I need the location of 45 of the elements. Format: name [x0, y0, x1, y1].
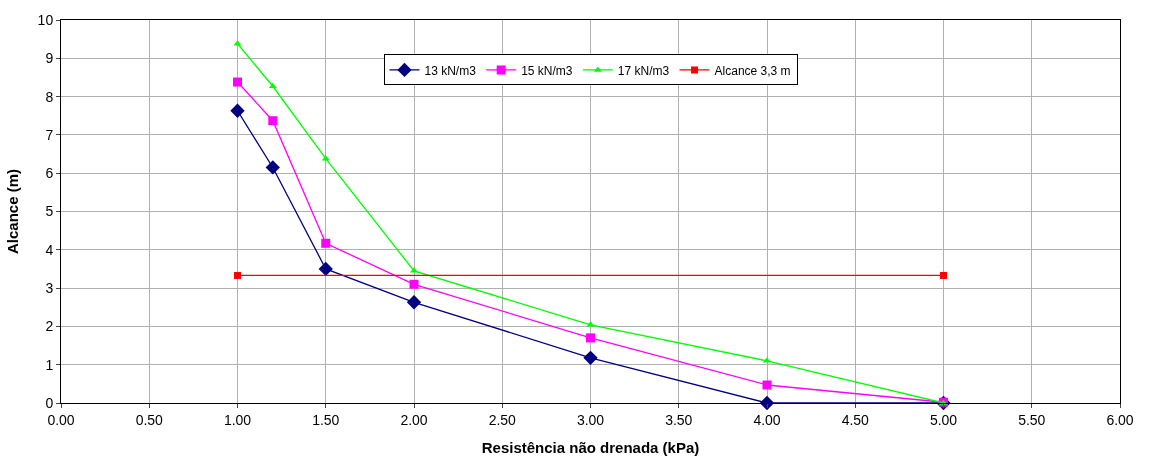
y-tick-label: 3	[45, 280, 54, 296]
x-tick-label: 2.00	[400, 411, 428, 428]
y-tick-label: 4	[45, 241, 54, 258]
legend-label: 13 kN/m3	[424, 63, 477, 78]
y-tick-label: 7	[45, 126, 54, 143]
point	[409, 279, 419, 289]
x-tick-label: 3.00	[576, 411, 605, 428]
x-tick-label: 4.50	[841, 411, 870, 428]
x-tick-label: 0.50	[135, 411, 164, 428]
legend-label: 15 kN/m3	[521, 63, 573, 78]
y-tick-label: 9	[45, 50, 54, 67]
point	[318, 261, 333, 277]
point	[583, 350, 598, 365]
x-tick-label: 3.50	[665, 411, 693, 428]
legend-label: Alcance 3,3 m	[714, 63, 791, 78]
point	[233, 77, 242, 87]
point	[586, 333, 595, 343]
point	[762, 380, 772, 390]
point	[406, 295, 422, 310]
point	[265, 160, 280, 175]
x-tick-label: 1.00	[223, 411, 252, 428]
point	[268, 82, 277, 89]
x-tick-label: 2.50	[488, 411, 517, 428]
point	[321, 238, 331, 248]
point	[234, 271, 241, 279]
y-tick-label: 2	[45, 318, 54, 335]
y-tick-label: 6	[45, 165, 54, 182]
y-axis-title: Alcance (m)	[3, 168, 21, 255]
point	[268, 116, 278, 126]
x-tick-label: 5.50	[1018, 411, 1046, 428]
x-tick-label: 6.00	[1106, 411, 1134, 428]
point	[759, 395, 775, 411]
y-tick-label: 10	[37, 11, 54, 28]
legend-label: 17 kN/m3	[617, 63, 670, 78]
x-tick-label: 4.00	[753, 411, 781, 428]
x-tick-label: 5.00	[929, 411, 958, 428]
point	[230, 103, 245, 118]
x-tick-label: 0.00	[47, 411, 75, 428]
point	[940, 271, 947, 279]
y-tick-label: 8	[45, 88, 54, 105]
y-tick-label: 5	[45, 203, 54, 220]
y-tick-label: 1	[45, 356, 54, 373]
y-tick-label: 0	[45, 394, 54, 411]
x-tick-label: 1.50	[312, 411, 340, 428]
x-axis-title: Resistência não drenada (kPa)	[481, 438, 700, 456]
